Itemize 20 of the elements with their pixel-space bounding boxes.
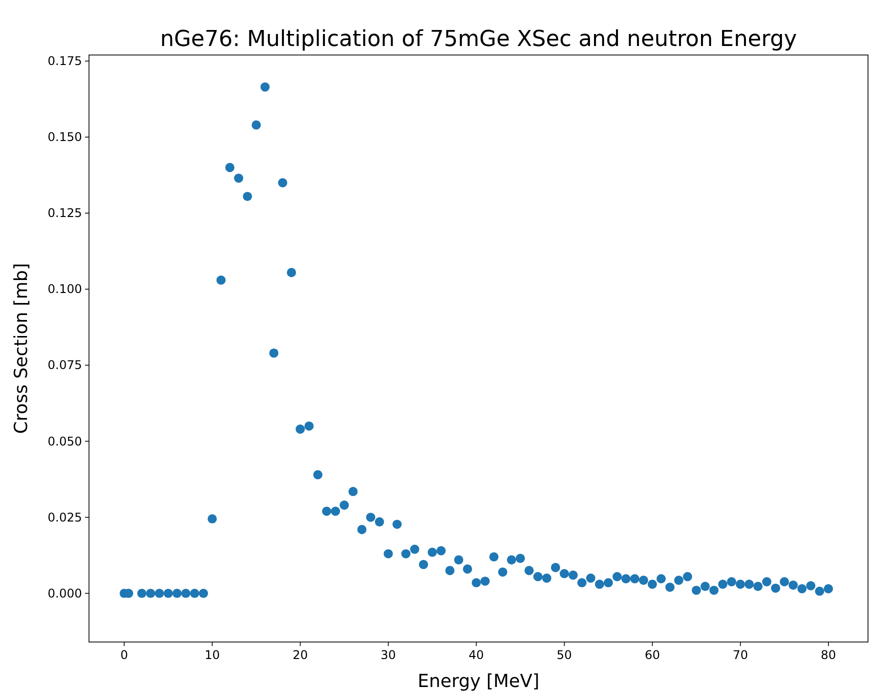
x-tick-label: 80 <box>820 648 836 662</box>
y-tick-label: 0.100 <box>48 282 82 296</box>
x-tick-label: 70 <box>732 648 748 662</box>
x-tick-label: 0 <box>120 648 128 662</box>
x-tick-label: 30 <box>380 648 396 662</box>
x-axis-title: Energy [MeV] <box>418 671 540 692</box>
x-tick-label: 10 <box>204 648 220 662</box>
y-tick-label: 0.025 <box>48 510 82 524</box>
x-tick-label: 20 <box>292 648 308 662</box>
y-axis-title: Cross Section [mb] <box>11 263 32 434</box>
y-tick-label: 0.050 <box>48 434 82 448</box>
y-tick-label: 0.150 <box>48 130 82 144</box>
y-tick-label: 0.075 <box>48 358 82 372</box>
y-tick-label: 0.125 <box>48 206 82 220</box>
y-tick-label: 0.000 <box>48 586 82 600</box>
chart-title: nGe76: Multiplication of 75mGe XSec and neutron Energy <box>160 27 797 52</box>
x-tick-label: 50 <box>556 648 572 662</box>
y-tick-label: 0.175 <box>48 54 82 68</box>
x-tick-label: 40 <box>468 648 484 662</box>
x-tick-label: 60 <box>644 648 660 662</box>
